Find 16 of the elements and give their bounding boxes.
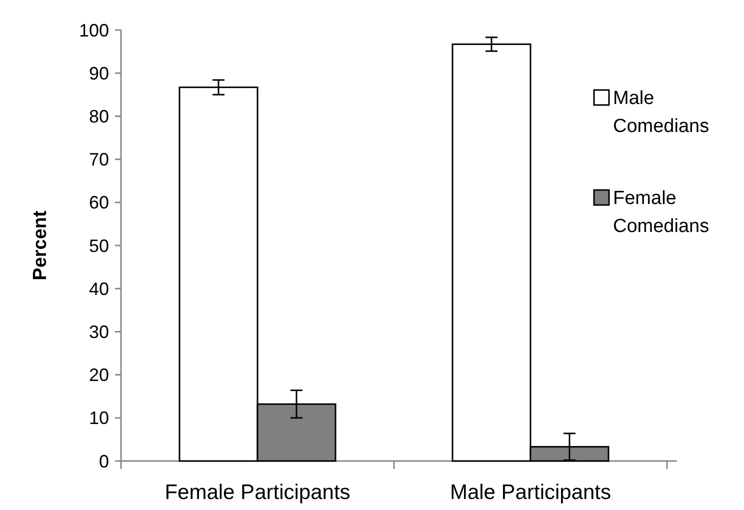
y-tick-label: 0 bbox=[98, 451, 109, 472]
x-tick-label: Female Participants bbox=[164, 481, 350, 504]
y-tick-label: 60 bbox=[88, 192, 109, 213]
y-tick-label: 10 bbox=[88, 408, 109, 428]
y-tick-label: 70 bbox=[88, 150, 109, 170]
y-tick-label: 80 bbox=[88, 106, 109, 126]
y-axis-title: Percent bbox=[30, 210, 51, 280]
y-tick-label: 90 bbox=[88, 63, 109, 84]
legend-label: Male Comedians bbox=[613, 88, 710, 137]
y-tick-label: 30 bbox=[88, 322, 109, 342]
y-tick-label: 100 bbox=[78, 20, 109, 40]
y-tick-label: 50 bbox=[88, 236, 109, 256]
x-tick-label: Male Participants bbox=[450, 481, 612, 504]
legend-label: Female Comedians bbox=[613, 188, 710, 237]
y-tick-label: 20 bbox=[88, 365, 109, 386]
y-tick-label: 40 bbox=[88, 278, 109, 299]
